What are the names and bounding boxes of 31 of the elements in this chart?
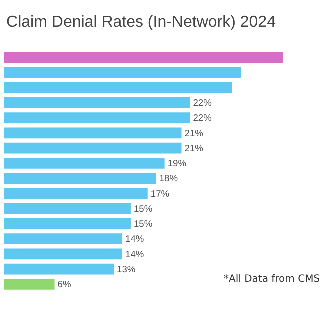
data-label: 15% xyxy=(134,204,153,214)
data-label: 21% xyxy=(184,143,204,154)
data-label: 15% xyxy=(134,219,153,230)
data-label: 14% xyxy=(126,249,144,260)
chart-title: Claim Denial Rates (In-Network) 2024 xyxy=(6,14,276,32)
data-label: 14% xyxy=(126,234,144,244)
bar xyxy=(4,142,182,154)
bar xyxy=(4,82,233,94)
bar xyxy=(4,97,190,108)
data-label: 19% xyxy=(168,158,186,169)
bar xyxy=(4,67,241,78)
bar xyxy=(4,158,165,169)
bar xyxy=(4,248,122,260)
bar xyxy=(4,203,131,214)
bar xyxy=(4,264,114,275)
bar xyxy=(4,188,148,200)
data-label: 21% xyxy=(184,128,204,138)
bar xyxy=(4,112,190,124)
data-label: 13% xyxy=(117,264,136,274)
bar xyxy=(4,234,122,245)
data-label: 17% xyxy=(150,188,170,199)
data-label: 22% xyxy=(193,98,212,108)
bar xyxy=(4,52,284,64)
data-label: 6% xyxy=(58,280,72,290)
data-label: 18% xyxy=(159,174,178,184)
data-label: 22% xyxy=(193,113,212,124)
bar xyxy=(4,218,131,230)
annotation: *All Data from CMS xyxy=(224,274,320,285)
bar xyxy=(4,128,182,139)
bar xyxy=(4,278,55,290)
bar xyxy=(4,173,156,184)
